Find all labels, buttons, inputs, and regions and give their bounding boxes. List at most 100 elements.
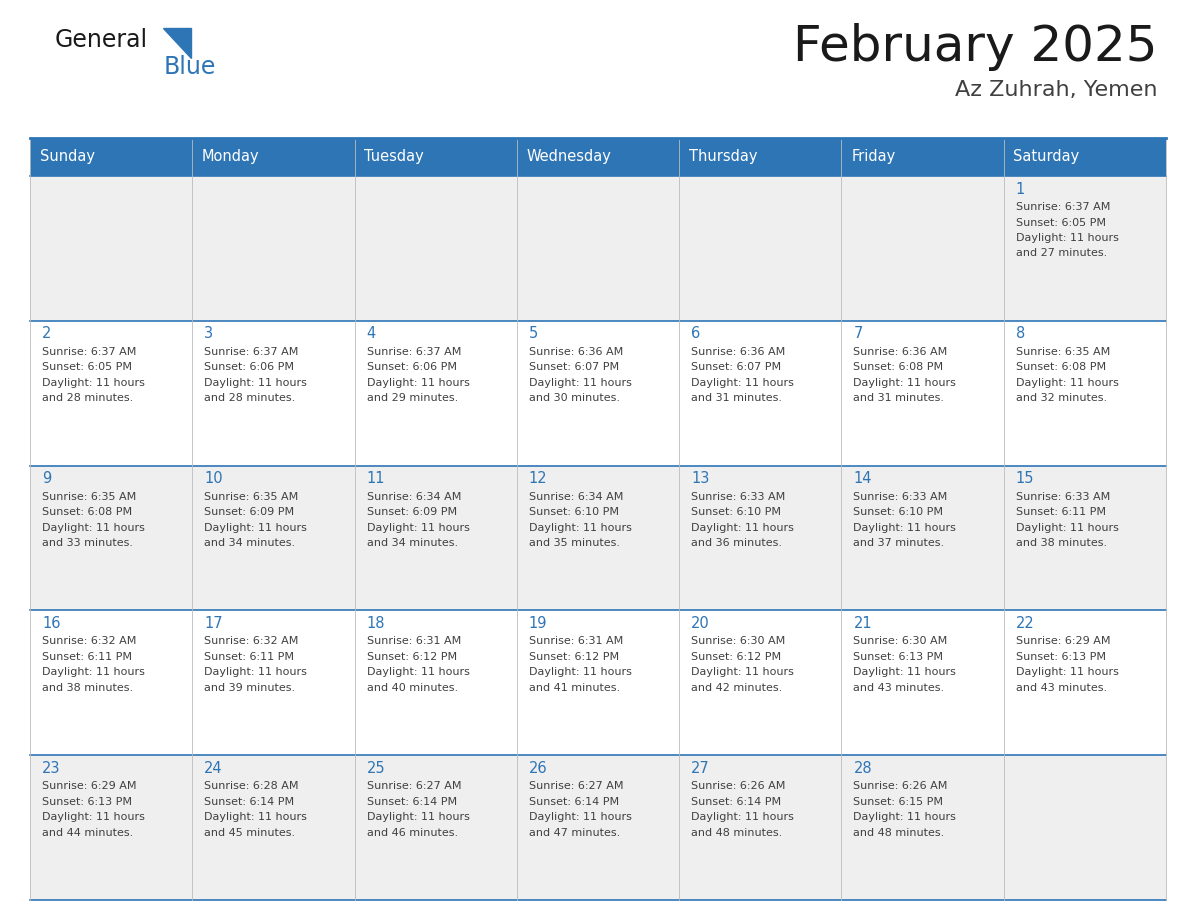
Bar: [680, 610, 841, 756]
Text: Sunrise: 6:30 AM: Sunrise: 6:30 AM: [691, 636, 785, 646]
Bar: [517, 610, 680, 756]
Text: Daylight: 11 hours: Daylight: 11 hours: [529, 378, 632, 387]
Text: Daylight: 11 hours: Daylight: 11 hours: [204, 378, 308, 387]
Text: Sunset: 6:08 PM: Sunset: 6:08 PM: [1016, 363, 1106, 373]
Text: 15: 15: [1016, 471, 1035, 487]
Text: Daylight: 11 hours: Daylight: 11 hours: [42, 667, 145, 677]
Text: Sunrise: 6:36 AM: Sunrise: 6:36 AM: [691, 347, 785, 357]
Text: Monday: Monday: [202, 150, 260, 164]
Bar: [192, 176, 354, 320]
Text: Sunrise: 6:35 AM: Sunrise: 6:35 AM: [204, 492, 298, 501]
Text: 13: 13: [691, 471, 709, 487]
Text: Daylight: 11 hours: Daylight: 11 hours: [367, 667, 469, 677]
Text: 7: 7: [853, 326, 862, 341]
Text: Sunset: 6:12 PM: Sunset: 6:12 PM: [529, 652, 619, 662]
Text: and 37 minutes.: and 37 minutes.: [853, 538, 944, 548]
Text: 14: 14: [853, 471, 872, 487]
Text: Friday: Friday: [851, 150, 896, 164]
Text: 10: 10: [204, 471, 223, 487]
Text: 20: 20: [691, 616, 710, 631]
Text: Sunday: Sunday: [39, 150, 95, 164]
Text: 17: 17: [204, 616, 223, 631]
Bar: [192, 320, 354, 465]
Text: 23: 23: [42, 761, 61, 776]
Bar: [354, 320, 517, 465]
Text: Saturday: Saturday: [1013, 150, 1080, 164]
Text: Sunset: 6:11 PM: Sunset: 6:11 PM: [1016, 507, 1106, 517]
Bar: [680, 465, 841, 610]
Text: Sunrise: 6:27 AM: Sunrise: 6:27 AM: [367, 781, 461, 791]
Text: and 34 minutes.: and 34 minutes.: [367, 538, 457, 548]
Text: Sunrise: 6:36 AM: Sunrise: 6:36 AM: [853, 347, 948, 357]
Text: Sunset: 6:11 PM: Sunset: 6:11 PM: [204, 652, 295, 662]
Bar: [192, 610, 354, 756]
Text: Sunset: 6:06 PM: Sunset: 6:06 PM: [367, 363, 456, 373]
Text: and 38 minutes.: and 38 minutes.: [1016, 538, 1107, 548]
Bar: [354, 465, 517, 610]
Text: Daylight: 11 hours: Daylight: 11 hours: [42, 812, 145, 823]
Text: Sunset: 6:14 PM: Sunset: 6:14 PM: [204, 797, 295, 807]
Text: Sunset: 6:14 PM: Sunset: 6:14 PM: [691, 797, 782, 807]
Bar: [841, 138, 1004, 176]
Text: Sunrise: 6:33 AM: Sunrise: 6:33 AM: [853, 492, 948, 501]
Bar: [841, 320, 1004, 465]
Text: 18: 18: [367, 616, 385, 631]
Bar: [680, 176, 841, 320]
Text: and 43 minutes.: and 43 minutes.: [853, 683, 944, 693]
Bar: [354, 176, 517, 320]
Bar: [30, 465, 192, 610]
Text: 2: 2: [42, 326, 51, 341]
Text: Sunrise: 6:37 AM: Sunrise: 6:37 AM: [204, 347, 298, 357]
Text: 27: 27: [691, 761, 710, 776]
Bar: [841, 610, 1004, 756]
Text: Daylight: 11 hours: Daylight: 11 hours: [42, 522, 145, 532]
Text: Sunset: 6:13 PM: Sunset: 6:13 PM: [1016, 652, 1106, 662]
Text: Daylight: 11 hours: Daylight: 11 hours: [691, 812, 794, 823]
Text: Tuesday: Tuesday: [365, 150, 424, 164]
Bar: [517, 756, 680, 900]
Text: Sunset: 6:07 PM: Sunset: 6:07 PM: [691, 363, 782, 373]
Text: 24: 24: [204, 761, 223, 776]
Text: 5: 5: [529, 326, 538, 341]
Text: Sunrise: 6:37 AM: Sunrise: 6:37 AM: [42, 347, 137, 357]
Text: 6: 6: [691, 326, 701, 341]
Text: Sunset: 6:12 PM: Sunset: 6:12 PM: [691, 652, 782, 662]
Bar: [192, 138, 354, 176]
Text: Sunset: 6:07 PM: Sunset: 6:07 PM: [529, 363, 619, 373]
Text: Sunrise: 6:31 AM: Sunrise: 6:31 AM: [529, 636, 624, 646]
Text: Daylight: 11 hours: Daylight: 11 hours: [529, 522, 632, 532]
Text: Daylight: 11 hours: Daylight: 11 hours: [691, 667, 794, 677]
Text: and 47 minutes.: and 47 minutes.: [529, 828, 620, 838]
Bar: [30, 176, 192, 320]
Text: 19: 19: [529, 616, 548, 631]
Text: 26: 26: [529, 761, 548, 776]
Bar: [30, 320, 192, 465]
Text: Daylight: 11 hours: Daylight: 11 hours: [691, 378, 794, 387]
Bar: [517, 465, 680, 610]
Text: and 40 minutes.: and 40 minutes.: [367, 683, 457, 693]
Text: and 31 minutes.: and 31 minutes.: [691, 393, 782, 403]
Text: and 45 minutes.: and 45 minutes.: [204, 828, 296, 838]
Text: and 28 minutes.: and 28 minutes.: [204, 393, 296, 403]
Text: and 32 minutes.: and 32 minutes.: [1016, 393, 1107, 403]
Text: Sunrise: 6:27 AM: Sunrise: 6:27 AM: [529, 781, 624, 791]
Text: and 46 minutes.: and 46 minutes.: [367, 828, 457, 838]
Text: Daylight: 11 hours: Daylight: 11 hours: [1016, 522, 1119, 532]
Text: Sunrise: 6:26 AM: Sunrise: 6:26 AM: [853, 781, 948, 791]
Text: Daylight: 11 hours: Daylight: 11 hours: [529, 812, 632, 823]
Bar: [192, 756, 354, 900]
Text: Sunset: 6:14 PM: Sunset: 6:14 PM: [529, 797, 619, 807]
Text: Daylight: 11 hours: Daylight: 11 hours: [367, 378, 469, 387]
Text: 25: 25: [367, 761, 385, 776]
Bar: [354, 138, 517, 176]
Text: and 31 minutes.: and 31 minutes.: [853, 393, 944, 403]
Bar: [1004, 465, 1165, 610]
Text: Sunset: 6:13 PM: Sunset: 6:13 PM: [853, 652, 943, 662]
Text: and 29 minutes.: and 29 minutes.: [367, 393, 457, 403]
Text: Sunset: 6:09 PM: Sunset: 6:09 PM: [367, 507, 456, 517]
Text: and 27 minutes.: and 27 minutes.: [1016, 249, 1107, 259]
Text: Sunset: 6:10 PM: Sunset: 6:10 PM: [529, 507, 619, 517]
Text: Sunrise: 6:30 AM: Sunrise: 6:30 AM: [853, 636, 948, 646]
Bar: [1004, 320, 1165, 465]
Bar: [680, 320, 841, 465]
